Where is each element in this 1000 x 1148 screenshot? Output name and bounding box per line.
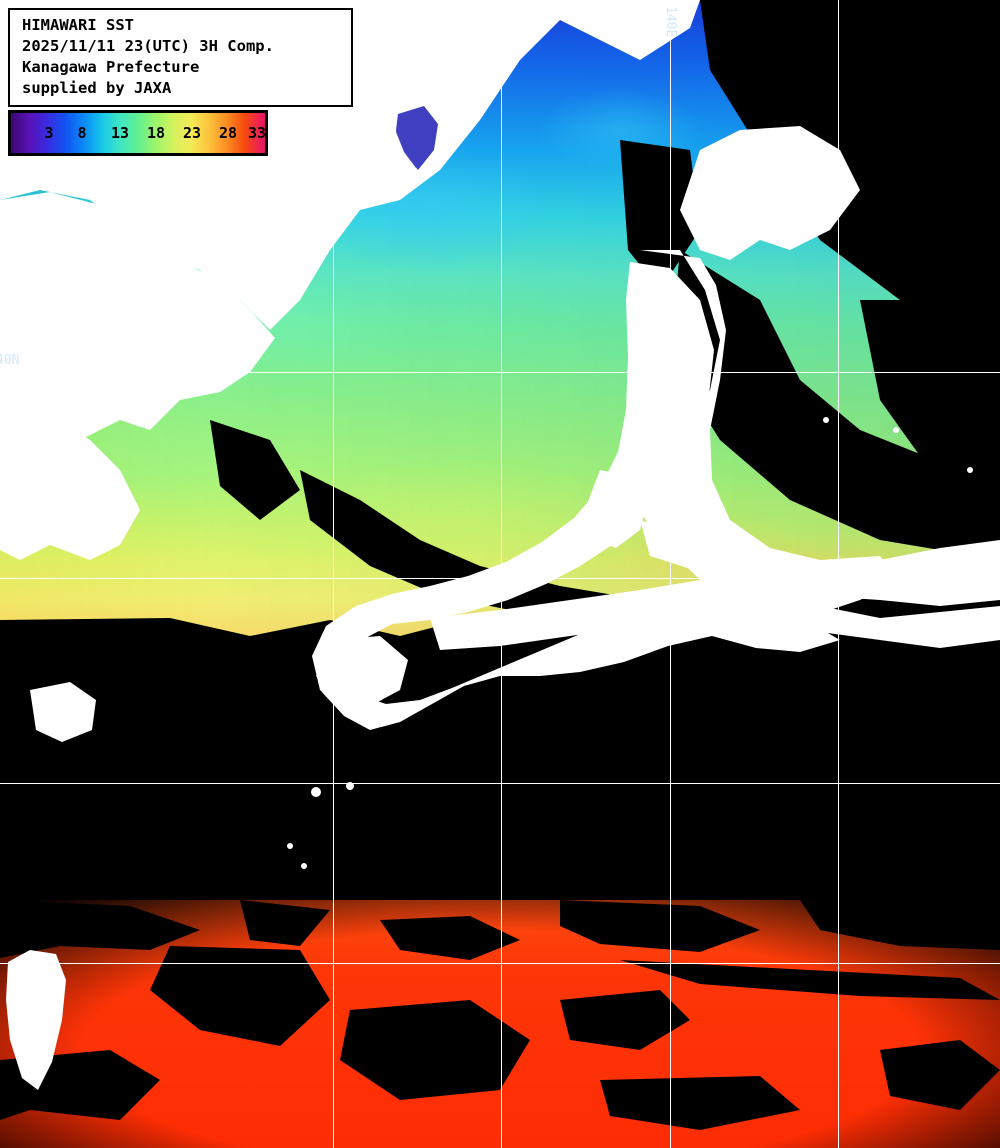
colorbar-gradient	[11, 113, 265, 153]
colorbar-tick: 3	[44, 124, 54, 142]
colorbar-tick-labels: 3 8 13 18 23 28 33	[11, 113, 267, 153]
colorbar-tick: 23	[182, 124, 202, 142]
colorbar-tick: 18	[146, 124, 166, 142]
colorbar-tick: 8	[77, 124, 87, 142]
product-timestamp: 2025/11/11 23(UTC) 3H Comp.	[22, 37, 274, 55]
product-title: HIMAWARI SST	[22, 16, 134, 34]
colorbar-tick: 33	[247, 124, 267, 142]
colorbar-tick: 28	[218, 124, 238, 142]
colorbar-tick: 13	[110, 124, 130, 142]
product-credit: supplied by JAXA	[22, 79, 172, 97]
product-info-panel: HIMAWARI SST 2025/11/11 23(UTC) 3H Comp.…	[8, 8, 353, 107]
sst-colorbar: 3 8 13 18 23 28 33	[8, 110, 268, 156]
product-region: Kanagawa Prefecture	[22, 58, 200, 76]
tropical-sst-field	[0, 900, 1000, 1148]
